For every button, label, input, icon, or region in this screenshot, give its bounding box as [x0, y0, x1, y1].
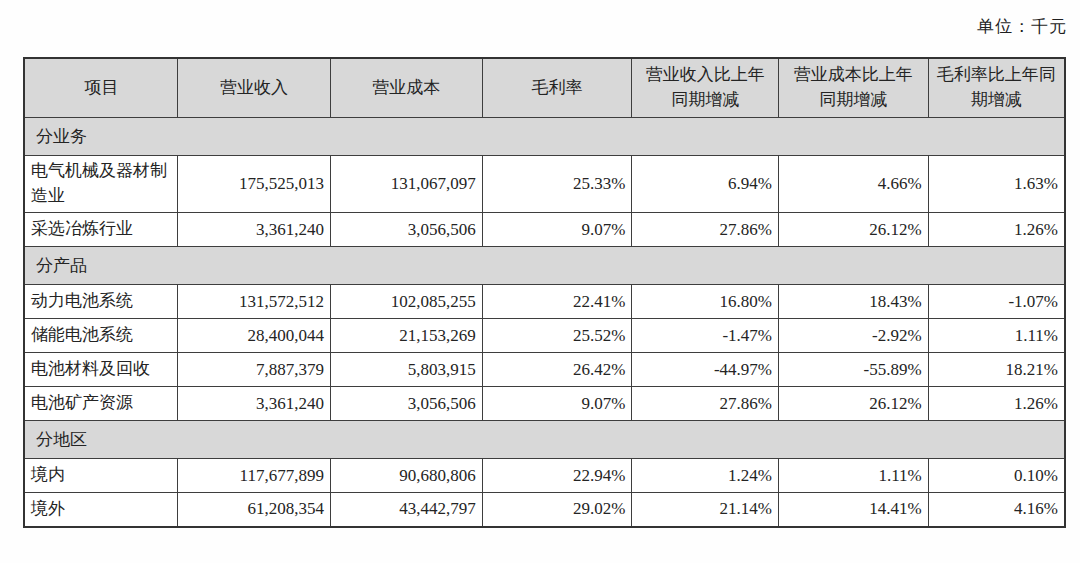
- section-title: 分地区: [24, 421, 1065, 459]
- cell-cost: 43,442,797: [330, 493, 482, 527]
- col-header-item: 项目: [24, 58, 178, 118]
- table-row: 储能电池系统 28,400,044 21,153,269 25.52% -1.4…: [24, 319, 1065, 353]
- cell-margin-yoy: 18.21%: [928, 353, 1065, 387]
- row-item-label: 采选冶炼行业: [24, 213, 178, 247]
- col-header-revenue-yoy: 营业收入比上年同期增减: [632, 58, 779, 118]
- row-item-label: 境内: [24, 459, 178, 493]
- table-row: 电池材料及回收 7,887,379 5,803,915 26.42% -44.9…: [24, 353, 1065, 387]
- table-row: 境内 117,677,899 90,680,806 22.94% 1.24% 1…: [24, 459, 1065, 493]
- cell-cost: 90,680,806: [330, 459, 482, 493]
- cell-revenue-yoy: 21.14%: [632, 493, 779, 527]
- cell-gross-margin: 25.52%: [482, 319, 632, 353]
- cell-revenue-yoy: -1.47%: [632, 319, 779, 353]
- cell-revenue-yoy: 6.94%: [632, 156, 779, 213]
- cell-revenue-yoy: 27.86%: [632, 387, 779, 421]
- cell-revenue: 28,400,044: [178, 319, 331, 353]
- cell-gross-margin: 22.94%: [482, 459, 632, 493]
- cell-revenue-yoy: 27.86%: [632, 213, 779, 247]
- cell-revenue-yoy: 16.80%: [632, 285, 779, 319]
- section-title: 分业务: [24, 118, 1065, 156]
- table-row: 境外 61,208,354 43,442,797 29.02% 21.14% 1…: [24, 493, 1065, 527]
- col-header-cost-yoy: 营业成本比上年同期增减: [778, 58, 928, 118]
- cell-margin-yoy: 1.26%: [928, 387, 1065, 421]
- col-header-gross-margin: 毛利率: [482, 58, 632, 118]
- cell-revenue-yoy: -44.97%: [632, 353, 779, 387]
- cell-gross-margin: 22.41%: [482, 285, 632, 319]
- section-row-by-product: 分产品: [24, 247, 1065, 285]
- cell-cost: 131,067,097: [330, 156, 482, 213]
- cell-revenue: 117,677,899: [178, 459, 331, 493]
- cell-margin-yoy: 1.63%: [928, 156, 1065, 213]
- cell-gross-margin: 9.07%: [482, 387, 632, 421]
- cell-cost-yoy: 1.11%: [778, 459, 928, 493]
- cell-cost-yoy: 14.41%: [778, 493, 928, 527]
- section-row-by-business: 分业务: [24, 118, 1065, 156]
- row-item-label: 电池材料及回收: [24, 353, 178, 387]
- cell-cost-yoy: 26.12%: [778, 213, 928, 247]
- cell-margin-yoy: 0.10%: [928, 459, 1065, 493]
- col-header-revenue: 营业收入: [178, 58, 331, 118]
- cell-revenue: 131,572,512: [178, 285, 331, 319]
- cell-margin-yoy: -1.07%: [928, 285, 1065, 319]
- row-item-label: 储能电池系统: [24, 319, 178, 353]
- cell-revenue: 61,208,354: [178, 493, 331, 527]
- col-header-cost: 营业成本: [330, 58, 482, 118]
- cell-gross-margin: 9.07%: [482, 213, 632, 247]
- document-page: 单位：千元 项目 营业收入 营业成本 毛利率 营业收入比上年同期增减 营业成本比…: [0, 0, 1080, 563]
- row-item-label: 境外: [24, 493, 178, 527]
- cell-cost-yoy: 18.43%: [778, 285, 928, 319]
- cell-revenue-yoy: 1.24%: [632, 459, 779, 493]
- cell-revenue: 3,361,240: [178, 387, 331, 421]
- section-row-by-region: 分地区: [24, 421, 1065, 459]
- table-row: 动力电池系统 131,572,512 102,085,255 22.41% 16…: [24, 285, 1065, 319]
- table-header-row: 项目 营业收入 营业成本 毛利率 营业收入比上年同期增减 营业成本比上年同期增减…: [24, 58, 1065, 118]
- row-item-label: 电气机械及器材制造业: [24, 156, 178, 213]
- table-row: 电池矿产资源 3,361,240 3,056,506 9.07% 27.86% …: [24, 387, 1065, 421]
- table-row: 采选冶炼行业 3,361,240 3,056,506 9.07% 27.86% …: [24, 213, 1065, 247]
- unit-label: 单位：千元: [977, 15, 1067, 38]
- cell-cost-yoy: 4.66%: [778, 156, 928, 213]
- cell-revenue: 3,361,240: [178, 213, 331, 247]
- cell-margin-yoy: 1.11%: [928, 319, 1065, 353]
- table-row: 电气机械及器材制造业 175,525,013 131,067,097 25.33…: [24, 156, 1065, 213]
- cell-cost-yoy: -2.92%: [778, 319, 928, 353]
- row-item-label: 电池矿产资源: [24, 387, 178, 421]
- cell-cost: 3,056,506: [330, 387, 482, 421]
- cell-cost: 102,085,255: [330, 285, 482, 319]
- cell-revenue: 175,525,013: [178, 156, 331, 213]
- cell-cost: 5,803,915: [330, 353, 482, 387]
- col-header-margin-yoy: 毛利率比上年同期增减: [928, 58, 1065, 118]
- cell-revenue: 7,887,379: [178, 353, 331, 387]
- section-title: 分产品: [24, 247, 1065, 285]
- cell-gross-margin: 29.02%: [482, 493, 632, 527]
- cell-gross-margin: 25.33%: [482, 156, 632, 213]
- row-item-label: 动力电池系统: [24, 285, 178, 319]
- cell-cost-yoy: -55.89%: [778, 353, 928, 387]
- cell-cost-yoy: 26.12%: [778, 387, 928, 421]
- segment-financials-table: 项目 营业收入 营业成本 毛利率 营业收入比上年同期增减 营业成本比上年同期增减…: [23, 57, 1066, 528]
- cell-cost: 3,056,506: [330, 213, 482, 247]
- cell-cost: 21,153,269: [330, 319, 482, 353]
- cell-gross-margin: 26.42%: [482, 353, 632, 387]
- cell-margin-yoy: 4.16%: [928, 493, 1065, 527]
- cell-margin-yoy: 1.26%: [928, 213, 1065, 247]
